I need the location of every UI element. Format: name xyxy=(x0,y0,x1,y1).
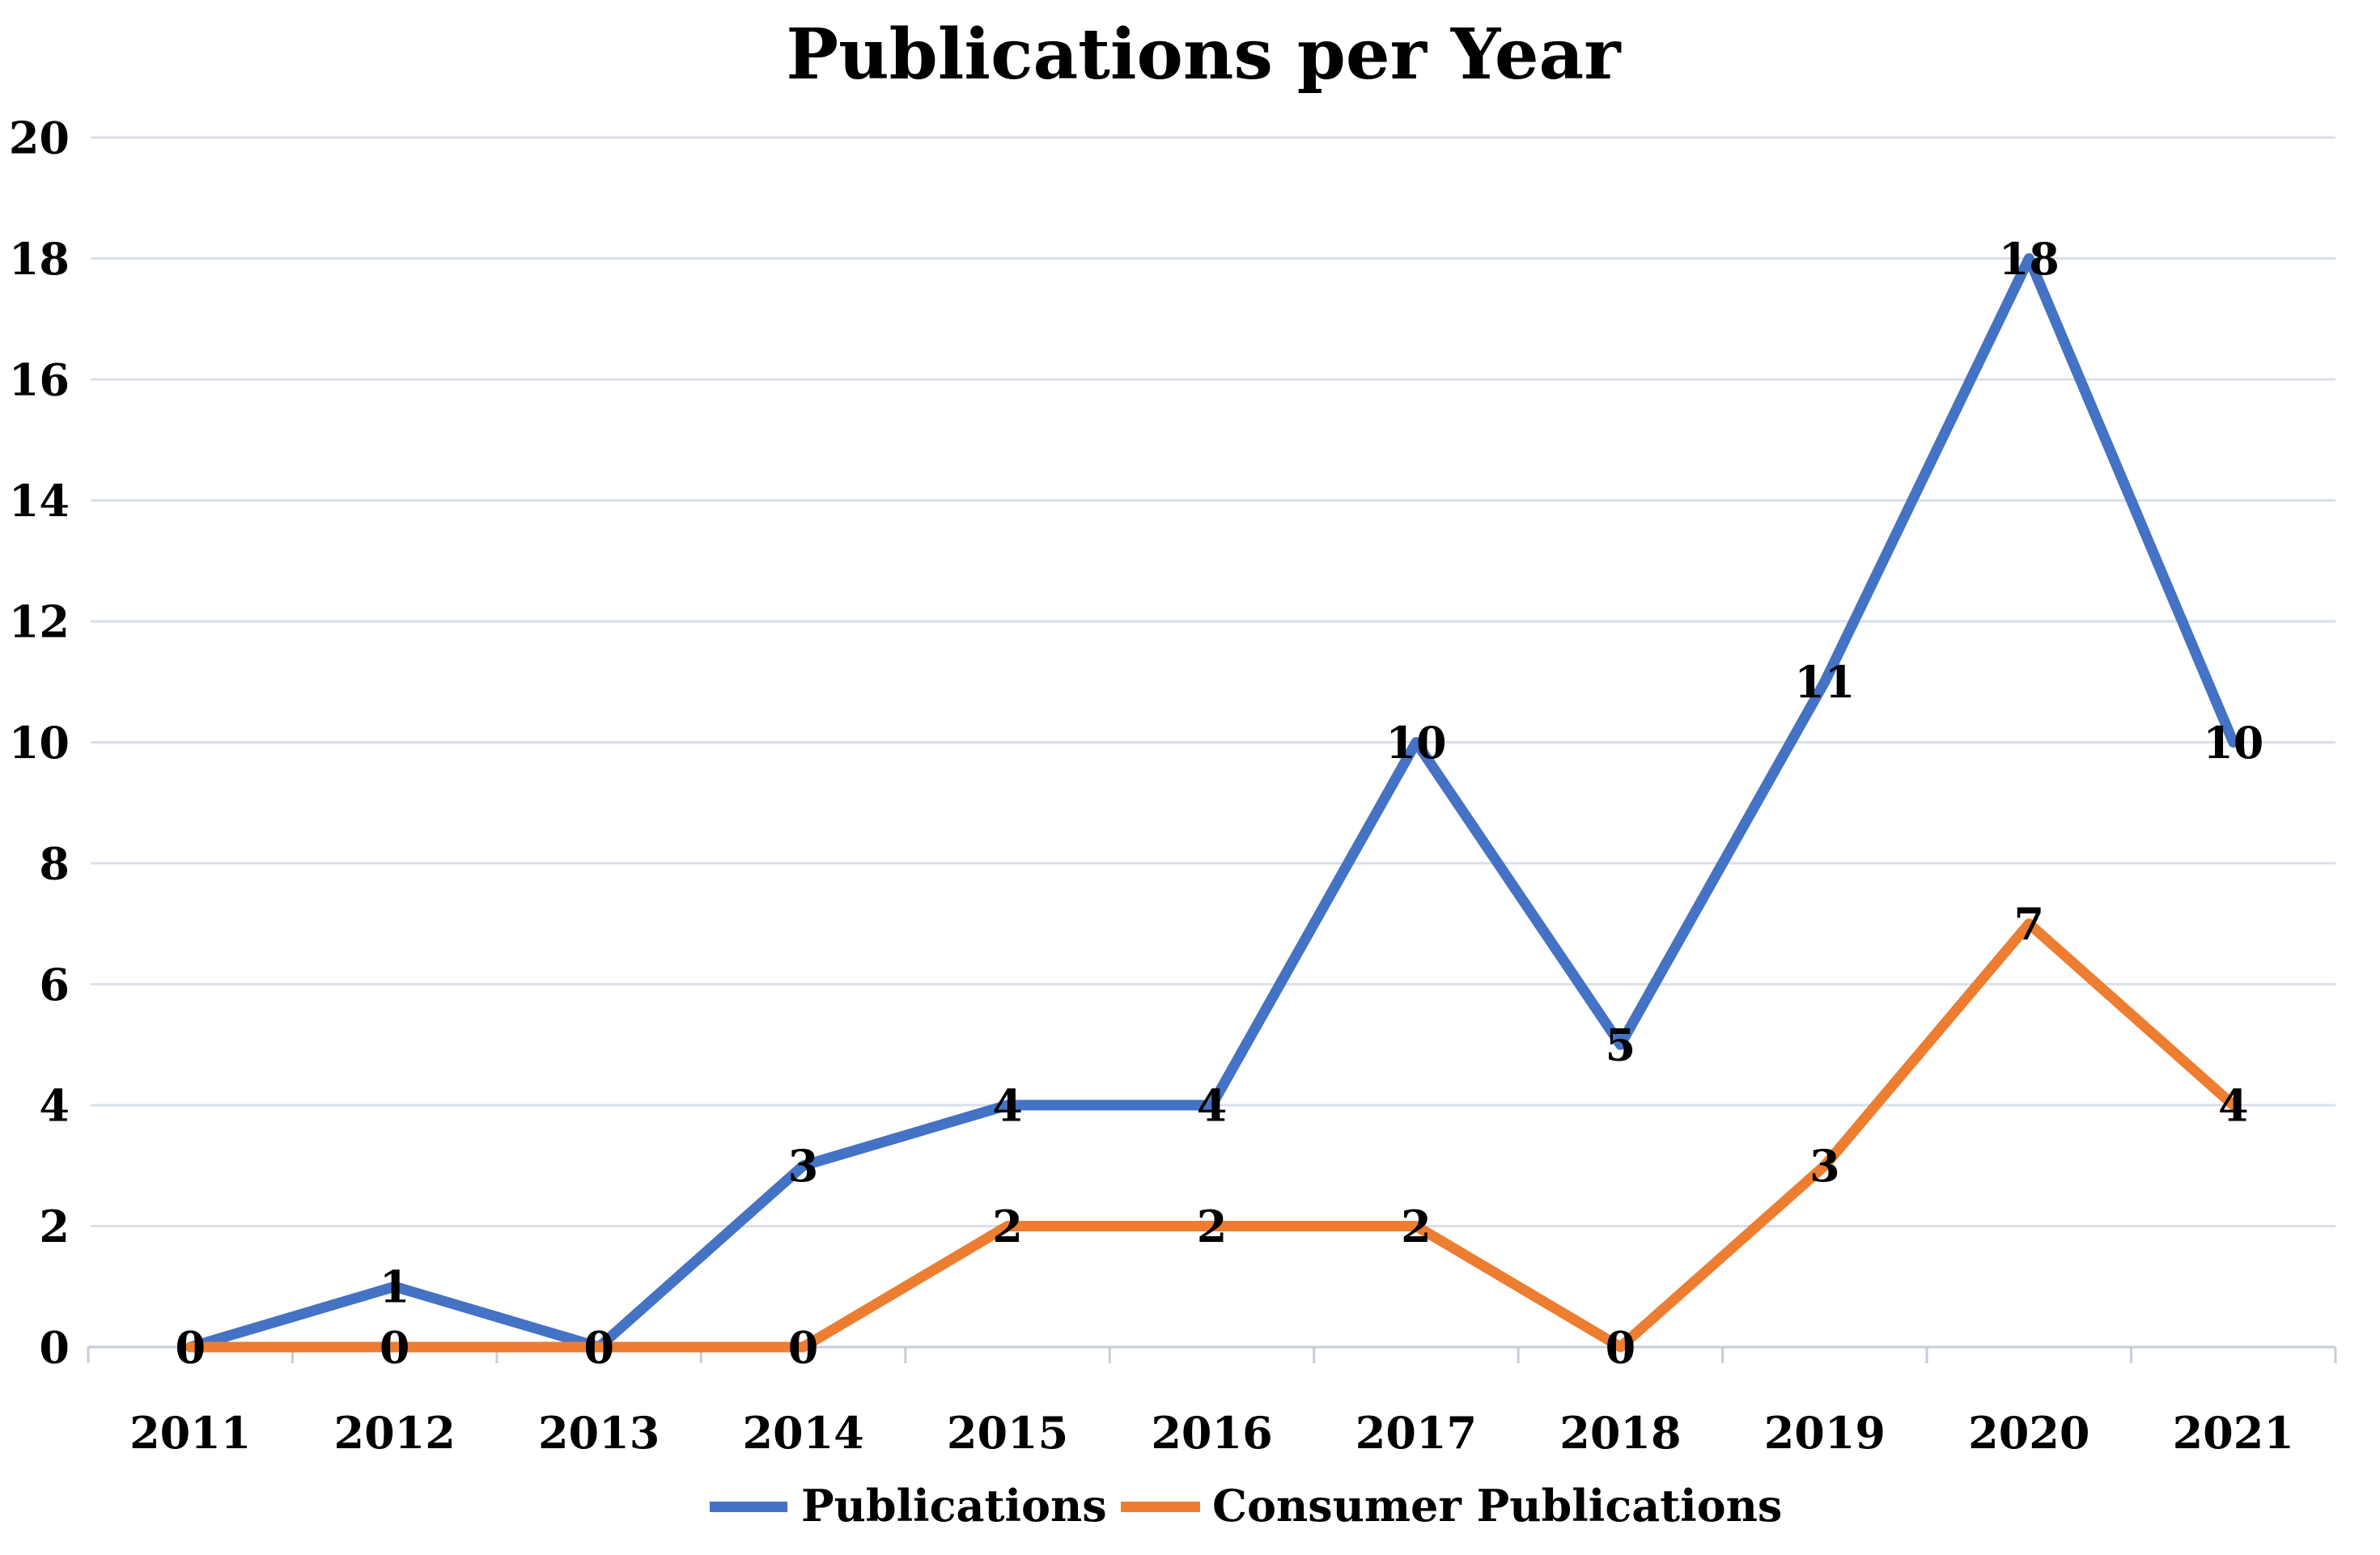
x-tick-label-2019: 2019 xyxy=(1764,1407,1886,1459)
data-label-consumer-publications-2018: 0 xyxy=(1606,1321,1636,1373)
chart-title: Publications per Year xyxy=(786,14,1622,95)
series-line-consumer-publications xyxy=(185,918,2239,1353)
y-tick-label-10: 10 xyxy=(9,717,70,769)
y-tick-label-18: 18 xyxy=(9,233,70,285)
series-lines xyxy=(185,253,2239,1353)
data-label-publications-2014: 3 xyxy=(788,1140,819,1192)
x-tick-label-2011: 2011 xyxy=(129,1407,251,1459)
series-line-publications xyxy=(185,253,2239,1353)
y-tick-label-8: 8 xyxy=(39,837,70,889)
data-label-publications-2018: 5 xyxy=(1606,1019,1636,1071)
y-tick-label-12: 12 xyxy=(9,595,70,647)
legend-swatch-publications xyxy=(710,1502,787,1512)
data-label-publications-2012: 1 xyxy=(380,1261,410,1313)
x-tick-label-2020: 2020 xyxy=(1968,1407,2089,1459)
data-label-consumer-publications-2020: 7 xyxy=(2014,898,2045,950)
y-tick-label-16: 16 xyxy=(9,354,70,405)
y-tick-label-6: 6 xyxy=(39,959,70,1011)
data-label-publications-2021: 10 xyxy=(2203,717,2263,769)
gridlines xyxy=(91,136,2335,1227)
y-tick-label-2: 2 xyxy=(39,1201,70,1252)
legend-label-consumer-publications: Consumer Publications xyxy=(1212,1480,1782,1532)
data-label-consumer-publications-2011: 0 xyxy=(175,1321,206,1373)
y-tick-label-14: 14 xyxy=(9,475,70,527)
data-label-consumer-publications-2013: 0 xyxy=(583,1321,614,1373)
data-label-publications-2017: 10 xyxy=(1385,717,1446,769)
x-tick-label-2016: 2016 xyxy=(1151,1407,1272,1459)
x-tick-label-2018: 2018 xyxy=(1559,1407,1681,1459)
data-label-consumer-publications-2019: 3 xyxy=(1809,1140,1840,1192)
legend-label-publications: Publications xyxy=(801,1480,1107,1532)
data-label-consumer-publications-2014: 0 xyxy=(788,1321,819,1373)
legend: Publications Consumer Publications xyxy=(710,1480,1782,1532)
data-label-publications-2011: 0 xyxy=(175,1321,206,1373)
y-tick-label-0: 0 xyxy=(39,1321,70,1373)
data-label-publications-2016: 4 xyxy=(1197,1079,1228,1131)
x-tick-label-2013: 2013 xyxy=(538,1407,660,1459)
data-label-publications-2013: 0 xyxy=(583,1321,614,1373)
data-label-publications-2019: 11 xyxy=(1794,656,1855,708)
data-label-consumer-publications-2012: 0 xyxy=(380,1321,410,1373)
data-label-consumer-publications-2016: 2 xyxy=(1197,1201,1228,1252)
y-tick-label-4: 4 xyxy=(39,1079,70,1131)
x-tick-label-2021: 2021 xyxy=(2173,1407,2294,1459)
data-label-publications-2020: 18 xyxy=(1999,233,2060,285)
data-label-publications-2015: 4 xyxy=(992,1079,1023,1131)
data-label-consumer-publications-2015: 2 xyxy=(992,1201,1023,1252)
data-label-consumer-publications-2017: 2 xyxy=(1401,1201,1432,1252)
x-tick-label-2012: 2012 xyxy=(334,1407,456,1459)
y-tick-label-20: 20 xyxy=(9,112,70,163)
x-tick-label-2017: 2017 xyxy=(1355,1407,1477,1459)
data-label-consumer-publications-2021: 4 xyxy=(2218,1079,2249,1131)
legend-swatch-consumer-publications xyxy=(1121,1502,1200,1512)
x-tick-label-2015: 2015 xyxy=(947,1407,1068,1459)
x-tick-label-2014: 2014 xyxy=(742,1407,863,1459)
